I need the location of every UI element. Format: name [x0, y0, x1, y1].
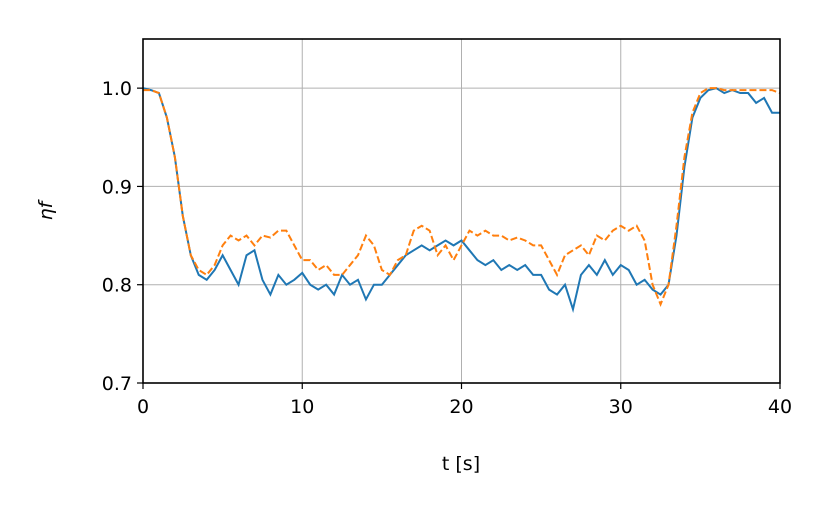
y-tick-label: 0.7: [102, 373, 132, 395]
y-tick-label: 0.9: [102, 176, 132, 198]
data-line: [143, 87, 781, 308]
x-tick-label: 20: [449, 396, 473, 418]
y-tick-label: 0.8: [102, 275, 132, 297]
x-tick-label: 30: [609, 396, 633, 418]
plot-frame: [142, 38, 781, 384]
x-tick-label: 0: [137, 396, 149, 418]
x-tick-label: 40: [768, 396, 792, 418]
data-line: [142, 87, 780, 314]
y-axis-label: ηf: [35, 198, 57, 220]
x-axis-label: t [s]: [442, 453, 480, 475]
y-tick-label: 1.0: [102, 78, 132, 100]
x-tick-label: 10: [290, 396, 314, 418]
